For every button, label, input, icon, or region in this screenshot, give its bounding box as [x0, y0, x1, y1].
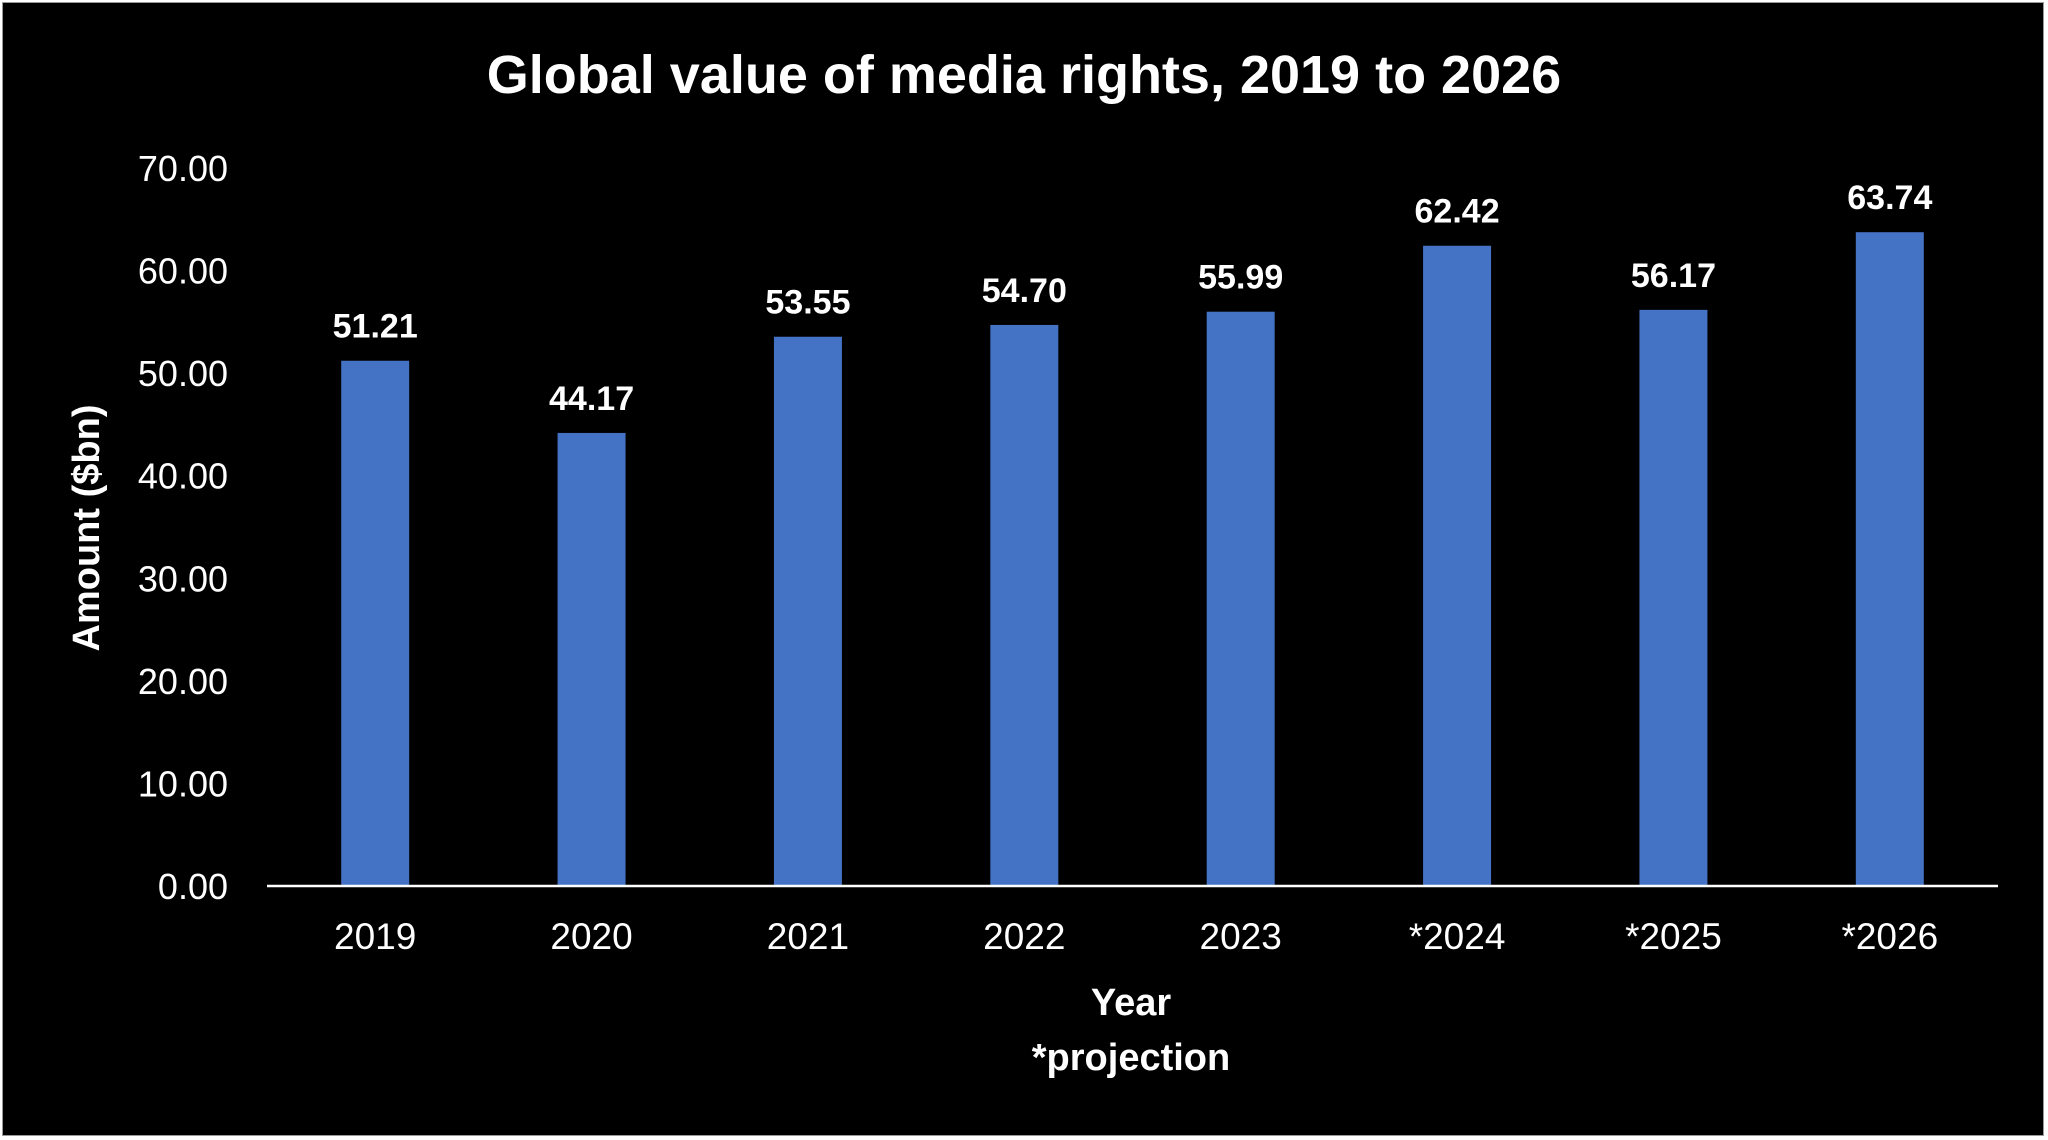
bar-2021 — [773, 336, 842, 887]
bar-2020 — [557, 432, 626, 886]
data-labels: 51.21 44.17 53.55 54.70 55.99 62.42 56.17 63.74 — [333, 179, 1933, 418]
x-tick-label: *2025 — [1625, 916, 1722, 957]
y-tick-label: 30.00 — [138, 558, 228, 599]
bar-2019 — [341, 360, 410, 887]
x-tick-label: 2020 — [550, 916, 632, 957]
bar-2026 — [1855, 232, 1924, 886]
bar-2023 — [1206, 311, 1275, 886]
data-label: 63.74 — [1847, 179, 1932, 217]
y-tick-label: 60.00 — [138, 251, 228, 292]
y-tick-label: 50.00 — [138, 353, 228, 394]
bars — [341, 232, 1924, 887]
y-tick-label: 10.00 — [138, 763, 228, 804]
y-tick-label: 40.00 — [138, 456, 228, 497]
bar-2022 — [990, 324, 1059, 886]
data-label: 51.21 — [333, 308, 418, 346]
data-label: 44.17 — [549, 380, 634, 418]
x-tick-label: 2023 — [1200, 916, 1282, 957]
y-tick-label: 70.00 — [138, 148, 228, 189]
bar-2025 — [1639, 309, 1708, 886]
data-label: 56.17 — [1631, 257, 1716, 295]
data-label: 54.70 — [982, 272, 1067, 310]
x-tick-label: 2019 — [334, 916, 416, 957]
x-axis-ticks: 2019 2020 2021 2022 2023 *2024 *2025 *2026 — [334, 916, 1938, 957]
y-axis-ticks: 0.00 10.00 20.00 30.00 40.00 50.00 60.00 70.00 — [138, 148, 228, 907]
bar-2024 — [1423, 245, 1492, 886]
y-tick-label: 0.00 — [158, 866, 228, 907]
x-tick-label: *2024 — [1409, 916, 1506, 957]
x-tick-label: *2026 — [1841, 916, 1938, 957]
data-label: 62.42 — [1415, 193, 1500, 231]
x-axis-title: Year — [1091, 982, 1172, 1024]
x-tick-label: 2022 — [983, 916, 1065, 957]
y-tick-label: 20.00 — [138, 661, 228, 702]
projection-footnote: *projection — [1032, 1037, 1230, 1079]
x-tick-label: 2021 — [767, 916, 849, 957]
chart-title: Global value of media rights, 2019 to 20… — [487, 45, 1561, 105]
data-label: 55.99 — [1198, 259, 1283, 297]
data-label: 53.55 — [765, 284, 850, 322]
y-axis-title: Amount ($bn) — [66, 405, 108, 652]
